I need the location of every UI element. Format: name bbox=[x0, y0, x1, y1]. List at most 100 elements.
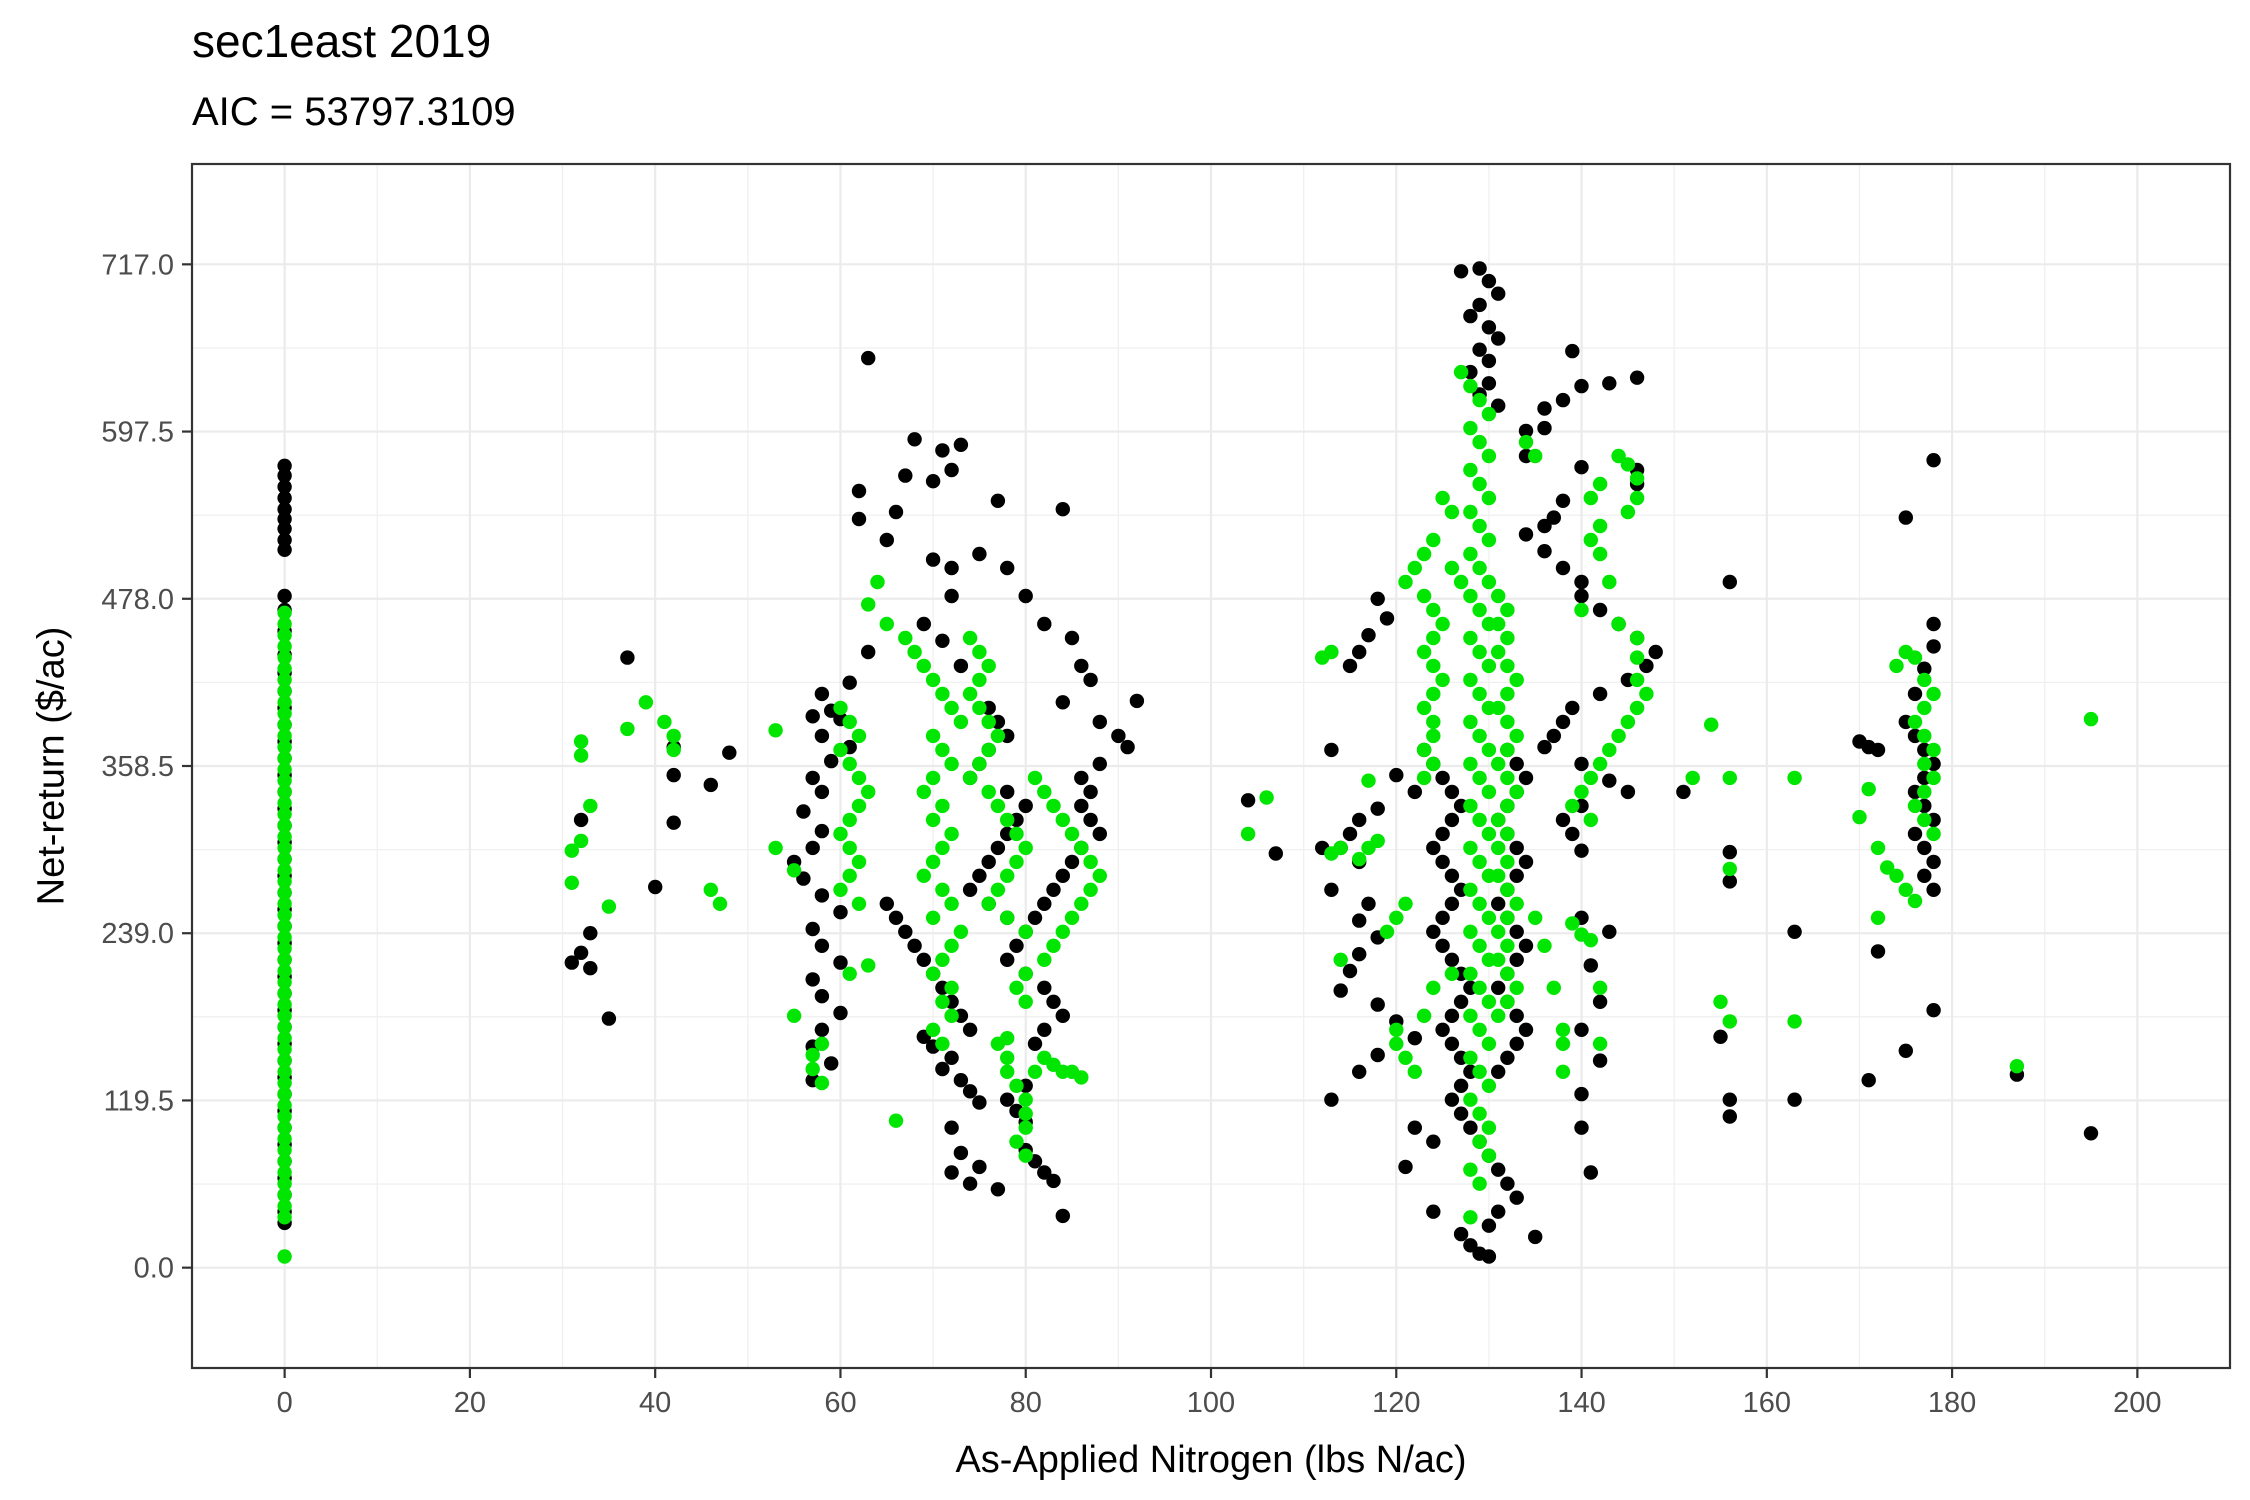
data-point bbox=[277, 751, 292, 766]
data-point bbox=[1000, 1050, 1015, 1066]
data-point bbox=[1342, 963, 1358, 979]
data-point bbox=[824, 753, 839, 769]
data-point bbox=[1009, 1078, 1024, 1094]
data-point bbox=[666, 742, 681, 758]
data-point bbox=[277, 1053, 292, 1068]
data-point bbox=[1491, 1162, 1506, 1177]
data-point bbox=[1926, 742, 1941, 758]
data-point bbox=[1463, 966, 1478, 981]
data-point bbox=[1592, 476, 1608, 492]
data-point bbox=[1407, 560, 1423, 576]
data-point bbox=[712, 896, 728, 911]
data-point bbox=[277, 952, 292, 967]
data-point bbox=[277, 941, 292, 956]
data-point bbox=[277, 773, 292, 788]
data-point bbox=[277, 1154, 292, 1169]
data-point bbox=[972, 1159, 987, 1175]
data-point bbox=[1398, 896, 1413, 911]
data-point bbox=[1472, 602, 1487, 618]
data-point bbox=[1629, 650, 1645, 665]
data-point bbox=[1027, 770, 1043, 786]
data-point bbox=[1037, 784, 1052, 800]
data-point bbox=[814, 1036, 830, 1052]
x-tick-label: 140 bbox=[1557, 1387, 1605, 1419]
data-point bbox=[1491, 924, 1506, 939]
data-point bbox=[1463, 588, 1478, 604]
data-point bbox=[1870, 742, 1886, 758]
data-point bbox=[898, 468, 913, 483]
data-point bbox=[1907, 714, 1923, 730]
data-point bbox=[1398, 1050, 1413, 1066]
data-point bbox=[1889, 658, 1904, 674]
data-point bbox=[1398, 1159, 1413, 1175]
data-point bbox=[1528, 910, 1543, 925]
data-point bbox=[990, 882, 1006, 897]
y-tick-label: 0.0 bbox=[134, 1253, 174, 1285]
data-point bbox=[1453, 994, 1469, 1009]
data-point bbox=[833, 1005, 848, 1021]
data-point bbox=[981, 854, 996, 870]
data-point bbox=[1472, 938, 1487, 953]
data-point bbox=[1416, 546, 1432, 562]
data-point bbox=[1574, 460, 1589, 475]
data-point bbox=[620, 721, 635, 737]
data-point bbox=[1027, 1036, 1043, 1052]
data-point bbox=[1500, 826, 1515, 842]
data-point bbox=[1491, 812, 1506, 828]
y-axis-ticks: 0.0 119.5 239.0 358.5 478.0 597.5 717.0 bbox=[101, 249, 192, 1285]
data-point bbox=[657, 714, 672, 730]
data-point bbox=[666, 728, 681, 744]
data-point bbox=[907, 432, 922, 447]
data-point bbox=[861, 597, 876, 612]
data-point bbox=[1472, 1106, 1487, 1121]
data-point bbox=[1555, 1022, 1571, 1037]
data-point bbox=[1370, 833, 1385, 849]
data-point bbox=[1518, 938, 1534, 953]
data-point bbox=[1629, 490, 1645, 506]
data-point bbox=[1472, 560, 1487, 576]
data-point bbox=[1518, 1022, 1534, 1037]
data-point bbox=[861, 784, 876, 800]
data-point bbox=[1676, 784, 1691, 800]
data-point bbox=[1055, 695, 1071, 710]
data-point bbox=[1472, 342, 1487, 357]
data-point bbox=[972, 1095, 987, 1110]
data-point bbox=[1463, 1238, 1478, 1253]
data-point bbox=[277, 650, 292, 665]
data-point bbox=[1500, 854, 1515, 870]
data-point bbox=[1018, 1148, 1033, 1163]
data-point bbox=[1074, 840, 1089, 856]
data-point bbox=[1472, 434, 1487, 450]
data-point bbox=[1083, 812, 1098, 828]
data-point bbox=[1426, 602, 1441, 618]
data-point bbox=[1046, 798, 1061, 814]
data-point bbox=[1926, 1003, 1941, 1018]
data-point bbox=[1500, 882, 1515, 897]
data-point bbox=[1361, 896, 1376, 911]
data-point bbox=[1509, 840, 1524, 856]
data-point bbox=[1481, 910, 1497, 925]
data-point bbox=[861, 644, 876, 660]
data-point bbox=[1000, 910, 1015, 925]
data-point bbox=[1898, 510, 1914, 525]
data-point bbox=[1352, 947, 1367, 962]
data-point bbox=[1518, 854, 1534, 870]
data-point bbox=[1463, 840, 1478, 856]
data-point bbox=[925, 672, 941, 688]
data-point bbox=[805, 1061, 820, 1077]
data-point bbox=[1324, 644, 1339, 660]
data-point bbox=[1416, 644, 1432, 660]
data-point bbox=[1407, 1031, 1423, 1046]
data-point bbox=[277, 1098, 292, 1113]
data-point bbox=[1500, 602, 1515, 618]
data-point bbox=[1389, 1036, 1404, 1052]
data-point bbox=[277, 1198, 292, 1214]
data-point bbox=[1592, 602, 1608, 618]
data-point bbox=[1509, 896, 1524, 911]
data-point bbox=[583, 798, 598, 814]
data-point bbox=[1472, 896, 1487, 911]
data-point bbox=[1009, 938, 1024, 953]
data-point bbox=[805, 1047, 820, 1063]
chart-title: sec1east 2019 bbox=[192, 15, 492, 67]
data-point bbox=[1629, 370, 1645, 385]
